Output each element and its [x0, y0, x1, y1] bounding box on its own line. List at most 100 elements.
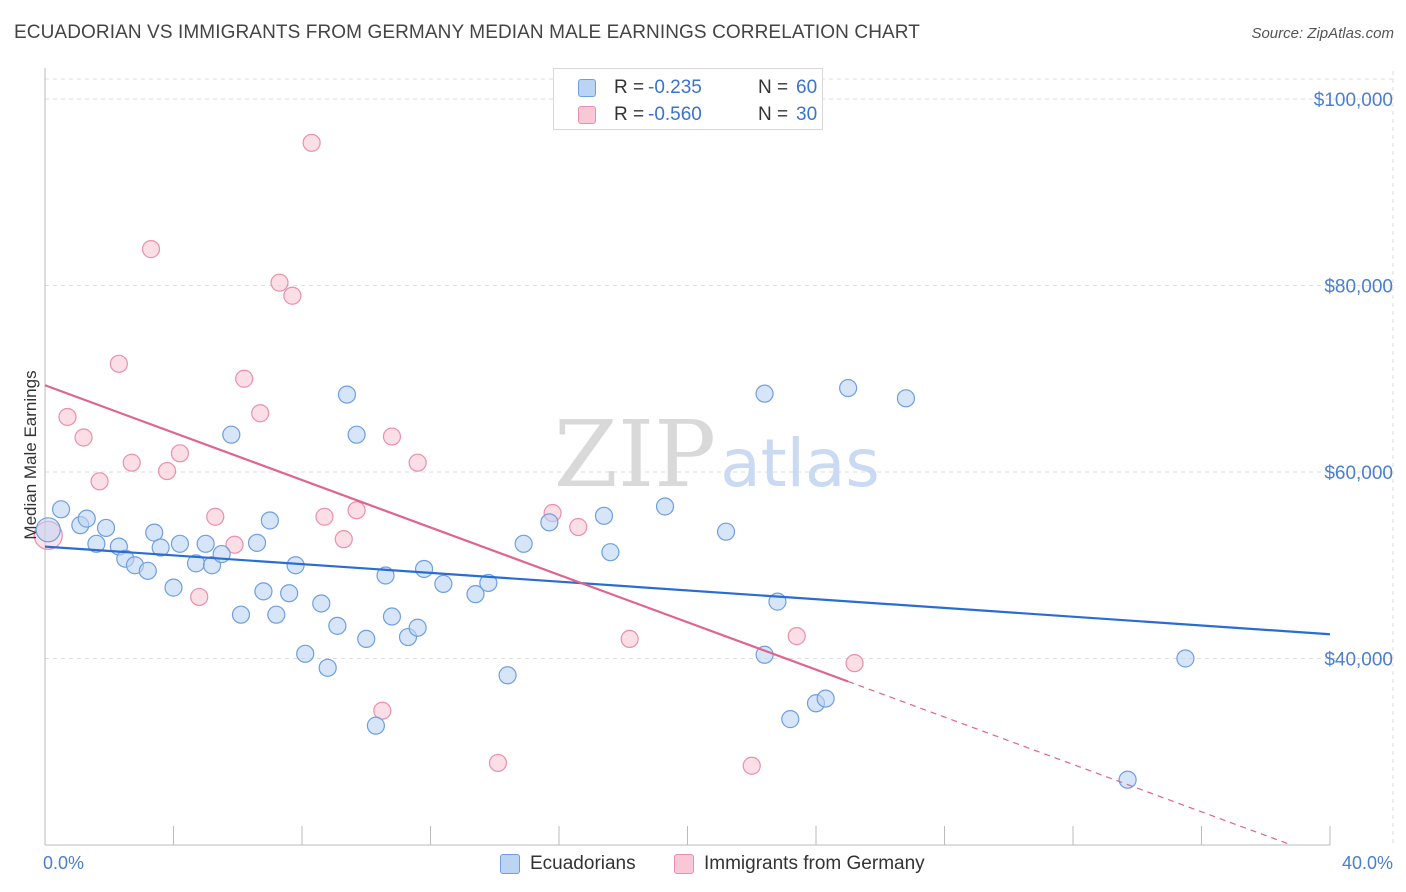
ecuadorian-trend-line: [44, 545, 1331, 636]
ecuadorian-point: [337, 385, 357, 404]
legend-r-label: R =: [614, 104, 645, 125]
ecuadorian-point: [286, 556, 305, 575]
germany-trend-extension: [847, 680, 1292, 846]
ecuadorian-point: [601, 543, 620, 562]
legend-swatch-blue: [578, 79, 596, 97]
germany-trend-line: [44, 384, 849, 683]
germany-point: [620, 629, 639, 649]
ecuadorian-point: [347, 425, 366, 444]
source-label: Source: ZipAtlas.com: [1251, 25, 1394, 42]
ecuadorian-point: [408, 618, 427, 637]
germany-point: [251, 404, 270, 423]
ecuadorian-point: [839, 378, 858, 398]
ecuadorian-point: [357, 629, 376, 649]
ecuadorian-point: [35, 517, 61, 543]
germany-point: [157, 461, 177, 481]
trend-lines: [44, 384, 1331, 846]
legend-n-label: N =: [758, 77, 789, 98]
germany-point: [141, 240, 161, 259]
ecuadorian-point: [96, 518, 116, 538]
germany-point: [334, 530, 353, 549]
germany-point: [170, 444, 190, 463]
watermark-atlas: atlas: [720, 425, 880, 502]
x-tick-max: 40.0%: [1342, 853, 1393, 873]
ecuadorian-point: [151, 538, 170, 557]
ecuadorian-point: [594, 506, 614, 525]
legend-n-value: 60: [796, 77, 818, 98]
germany-point: [347, 501, 366, 520]
ecuadorian-point: [164, 578, 183, 597]
ecuadorian-point: [138, 561, 157, 580]
y-tick-label: $60,000: [1324, 463, 1393, 484]
germany-point: [206, 507, 225, 526]
germany-point: [283, 286, 302, 305]
ecuadorian-point: [196, 534, 215, 553]
ecuadorian-point: [755, 384, 774, 403]
germany-point: [190, 587, 209, 607]
germany-point: [569, 517, 588, 537]
y-tick-label: $40,000: [1324, 649, 1393, 670]
legend-n-label: N =: [758, 104, 789, 125]
ecuadorian-point: [318, 658, 337, 677]
legend-swatch-blue: [500, 854, 520, 874]
ecuadorian-point: [540, 513, 559, 532]
axes: [44, 68, 1331, 846]
germany-point: [302, 133, 321, 152]
legend-swatch-pink: [578, 106, 596, 124]
data-points: [33, 133, 1195, 789]
ecuadorian-point: [781, 710, 800, 729]
legend-r-value: -0.560: [648, 104, 702, 125]
legend-label-ecuadorians: Ecuadorians: [530, 853, 636, 874]
ecuadorian-point: [51, 500, 71, 519]
ecuadorian-point: [222, 425, 241, 444]
ecuadorian-point: [382, 607, 402, 626]
germany-point: [270, 273, 289, 292]
germany-point: [787, 627, 806, 646]
germany-point: [845, 654, 864, 673]
ecuadorian-point: [267, 605, 286, 624]
x-tick-min: 0.0%: [43, 853, 84, 873]
germany-point: [109, 354, 128, 373]
ecuadorian-point: [1118, 770, 1137, 789]
watermark-zip: ZIP: [554, 401, 716, 508]
legend-swatch-pink: [674, 854, 694, 874]
ecuadorian-point: [77, 509, 96, 528]
y-tick-label: $80,000: [1324, 276, 1393, 297]
chart-title: ECUADORIAN VS IMMIGRANTS FROM GERMANY ME…: [14, 22, 920, 43]
ecuadorian-point: [434, 574, 453, 593]
ecuadorian-point: [366, 716, 385, 735]
legend-n-value: 30: [796, 104, 818, 125]
y-tick-label: $100,000: [1314, 90, 1393, 111]
germany-point: [58, 407, 77, 427]
germany-point: [382, 427, 402, 446]
ecuadorian-point: [514, 534, 533, 553]
ecuadorian-point: [280, 584, 299, 603]
ecuadorian-point: [312, 594, 331, 613]
ecuadorian-point: [414, 559, 434, 579]
germany-point: [488, 753, 508, 773]
legend-r-value: -0.235: [648, 77, 702, 98]
germany-point: [235, 369, 254, 388]
germany-point: [90, 472, 109, 491]
ecuadorian-point: [896, 389, 916, 408]
ecuadorian-point: [816, 689, 835, 708]
ecuadorian-point: [1176, 649, 1195, 668]
correlation-legend: R = -0.235 N = 60 R = -0.560 N = 30: [553, 68, 823, 130]
ecuadorian-point: [655, 497, 675, 516]
ecuadorian-point: [479, 573, 498, 593]
germany-point: [74, 428, 93, 447]
germany-point: [742, 756, 761, 775]
ecuadorian-point: [498, 666, 517, 685]
ecuadorian-point: [466, 585, 485, 604]
germany-point: [122, 453, 141, 472]
ecuadorian-point: [87, 534, 106, 553]
germany-point: [225, 535, 244, 554]
germany-point: [315, 507, 334, 526]
ecuadorian-point: [231, 605, 251, 624]
ecuadorian-point: [716, 522, 736, 541]
ecuadorian-point: [328, 616, 347, 635]
ecuadorian-point: [296, 644, 315, 663]
y-axis-label: Median Male Earnings: [21, 370, 40, 539]
tick-labels: $40,000 $60,000 $80,000 $100,000: [1314, 90, 1393, 671]
